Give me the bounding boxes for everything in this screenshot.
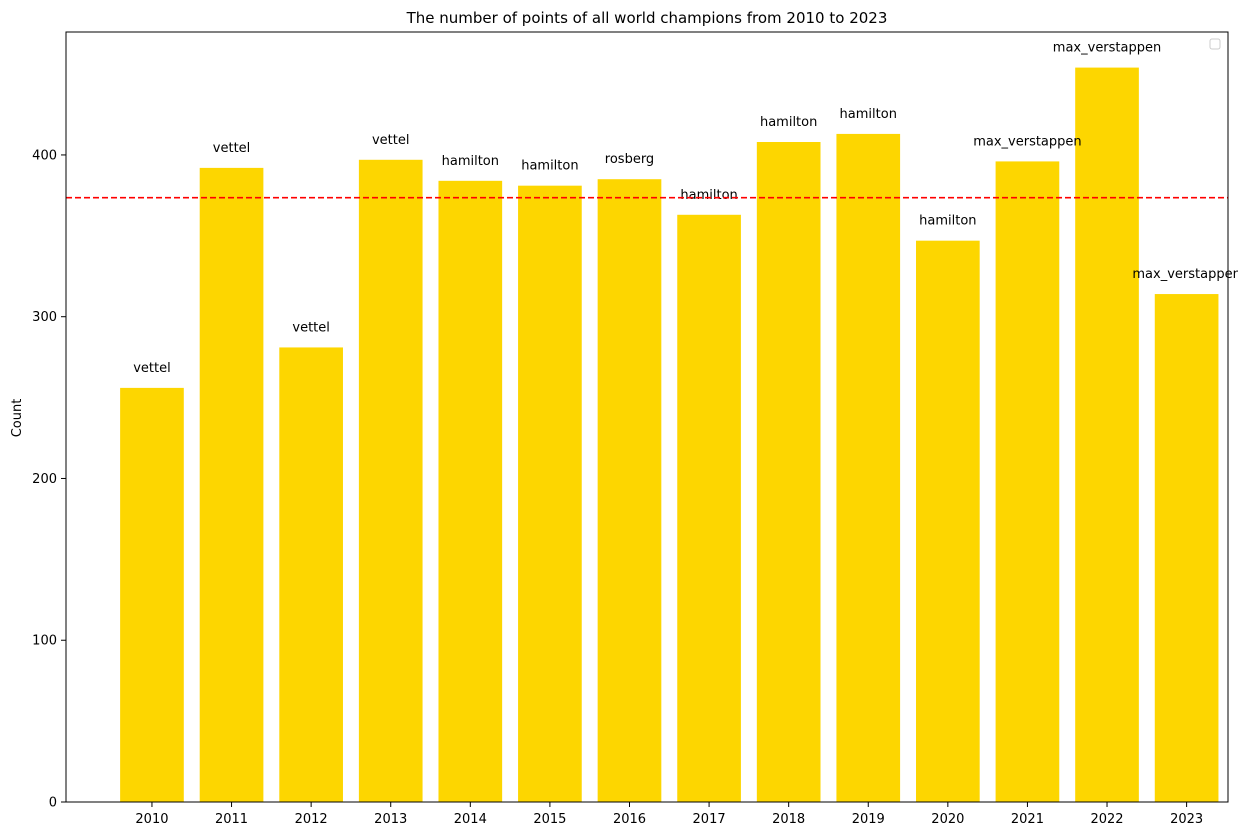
bar-2019 [836, 133, 901, 803]
x-tick-label-2016: 2016 [613, 812, 646, 827]
bar-2011 [199, 167, 264, 803]
bar-label-2010: vettel [133, 361, 171, 376]
bar-2015 [518, 185, 582, 803]
bar-2013 [358, 159, 423, 802]
bar-2016 [597, 179, 662, 803]
bar-label-2013: vettel [372, 133, 410, 148]
bar-label-2011: vettel [213, 141, 251, 156]
x-tick-label-2020: 2020 [931, 812, 964, 827]
bar-2012 [279, 347, 343, 802]
y-tick-label-200: 200 [32, 472, 57, 487]
bar-label-2017: hamilton [680, 188, 737, 203]
y-tick-label-0: 0 [49, 796, 57, 811]
bar-label-2015: hamilton [521, 159, 578, 174]
bar-label-2014: hamilton [442, 154, 499, 169]
x-tick-label-2010: 2010 [135, 812, 168, 827]
x-tick-label-2022: 2022 [1090, 812, 1123, 827]
y-axis-label: Count [10, 399, 25, 438]
bar-label-2016: rosberg [605, 152, 654, 167]
bar-label-2018: hamilton [760, 115, 817, 130]
x-tick-label-2014: 2014 [454, 812, 487, 827]
bar-2022 [1075, 67, 1139, 802]
bar-label-2020: hamilton [919, 214, 976, 229]
bars-group [120, 67, 1219, 803]
x-tick-label-2023: 2023 [1170, 812, 1203, 827]
y-tick-label-400: 400 [32, 148, 57, 163]
y-tick-label-300: 300 [32, 310, 57, 325]
bar-2017 [677, 214, 741, 802]
y-tick-label-100: 100 [32, 634, 57, 649]
bar-2020 [916, 240, 980, 803]
x-tick-label-2018: 2018 [772, 812, 805, 827]
bar-2023 [1154, 294, 1219, 802]
bar-2021 [995, 161, 1060, 803]
bar-2010 [120, 387, 184, 802]
legend-box [1209, 38, 1221, 50]
bar-label-2023: max_verstappen [1132, 267, 1238, 282]
bar-label-2021: max_verstappen [973, 134, 1081, 149]
bar-2014 [438, 180, 503, 802]
x-tick-label-2015: 2015 [533, 812, 566, 827]
x-tick-label-2013: 2013 [374, 812, 407, 827]
x-tick-label-2011: 2011 [215, 812, 248, 827]
x-tick-label-2019: 2019 [852, 812, 885, 827]
bar-label-2019: hamilton [840, 107, 897, 122]
chart-title: The number of points of all world champi… [406, 9, 888, 27]
plot-frame [65, 31, 1229, 803]
x-axis-ticks: 2010 2011 2012 2013 2014 2015 2016 2017 2018 2019… [135, 802, 1203, 827]
y-axis-ticks: 0 100 200 300 400 [32, 148, 66, 811]
bar-2018 [756, 142, 821, 802]
bar-label-2022: max_verstappen [1053, 41, 1161, 56]
bar-label-2012: vettel [292, 320, 330, 335]
x-tick-label-2012: 2012 [295, 812, 328, 827]
x-tick-label-2017: 2017 [693, 812, 726, 827]
x-tick-label-2021: 2021 [1011, 812, 1044, 827]
bar-labels-group: vettel vettel vettel vettel hamilton hamilton… [133, 41, 1238, 376]
